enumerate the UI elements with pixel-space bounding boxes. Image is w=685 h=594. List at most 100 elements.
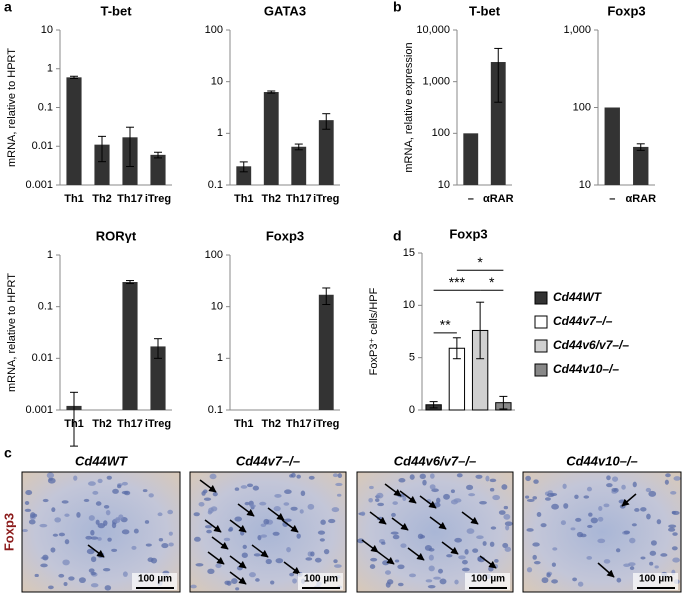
bar [318, 294, 334, 410]
cell [133, 528, 139, 534]
x-tick-label: – [468, 193, 474, 205]
cell [48, 585, 54, 590]
cell [310, 551, 315, 557]
cell [382, 560, 390, 566]
cell [587, 524, 593, 528]
cell [492, 494, 501, 501]
cell [461, 567, 470, 572]
x-tick-label: iTreg [145, 193, 171, 205]
y-tick-label: 10 [41, 24, 53, 36]
cell [270, 580, 275, 585]
cell [193, 536, 201, 542]
cell [671, 546, 678, 551]
cell [629, 537, 636, 544]
cell [547, 490, 553, 494]
arrow [87, 544, 105, 558]
cell [533, 479, 539, 484]
bar [122, 282, 138, 410]
panel-label: d [393, 228, 402, 244]
bar [263, 92, 279, 185]
cell [73, 475, 78, 481]
cell [611, 488, 617, 492]
cell [210, 506, 218, 512]
cell [168, 531, 173, 536]
cell [334, 564, 342, 568]
cell [433, 576, 441, 580]
cell [375, 498, 380, 503]
cell [263, 518, 270, 525]
cell [466, 484, 474, 491]
cell [235, 587, 240, 591]
error-bar [126, 280, 134, 285]
cell [54, 517, 62, 523]
cell [236, 565, 243, 571]
cell [204, 525, 213, 529]
cell [446, 554, 453, 558]
cell [504, 546, 512, 552]
cell [85, 535, 93, 540]
cell [39, 523, 48, 528]
cell [97, 537, 102, 541]
cell [384, 570, 392, 575]
cell [544, 497, 551, 501]
error-bar [494, 47, 503, 103]
arrow [237, 503, 255, 517]
arrow [441, 541, 459, 555]
cell [590, 517, 598, 524]
cell [381, 541, 386, 545]
cell [490, 526, 497, 530]
cell [234, 487, 240, 491]
cell [640, 507, 647, 512]
cell [649, 561, 654, 566]
cell [259, 501, 267, 506]
y-tick-label: 1 [217, 352, 223, 364]
arrow [229, 519, 247, 533]
error-bar [476, 301, 485, 360]
arrow [377, 551, 395, 565]
cell [92, 490, 99, 495]
cell [209, 473, 217, 480]
scale-bar-bg [465, 573, 510, 590]
cell [672, 532, 678, 536]
cell [562, 483, 567, 489]
scale-bar-label: 100 µm [639, 574, 673, 585]
y-tick-label: 10 [579, 179, 591, 191]
chart-title: RORγt [96, 228, 137, 243]
x-tick-label: Th1 [234, 193, 254, 205]
cell [525, 495, 530, 499]
cell [97, 478, 103, 484]
cell [90, 529, 95, 536]
image-frame [21, 471, 181, 593]
cell [76, 512, 81, 518]
cell [646, 513, 651, 520]
cell [673, 476, 681, 481]
cell [645, 487, 652, 493]
scale-bar-label: 100 µm [304, 574, 338, 585]
cell [62, 559, 70, 566]
cell [145, 543, 152, 547]
cell [68, 576, 75, 581]
y-tick-label: 1,000 [422, 76, 450, 88]
y-tick-label: 100 [205, 24, 223, 36]
cell [671, 510, 676, 515]
bar [633, 146, 649, 185]
cell [668, 527, 676, 532]
error-bar [239, 161, 248, 173]
cell [24, 500, 30, 505]
cell [425, 579, 433, 583]
error-bar [154, 338, 162, 359]
cell [503, 505, 509, 510]
y-tick-label: 0.1 [38, 301, 53, 313]
cell [274, 493, 282, 498]
error-bar [452, 337, 461, 360]
cell [58, 573, 65, 578]
error-bar [429, 401, 438, 409]
legend-label: Cd44v6/v7–/– [553, 338, 629, 352]
row-label: Foxp3 [1, 513, 16, 551]
x-tick-label: Th2 [92, 418, 112, 430]
y-tick-label: 100 [205, 249, 223, 261]
cell [570, 527, 576, 531]
micrograph [189, 471, 347, 593]
cell [409, 573, 416, 578]
y-tick-label: 10 [211, 76, 223, 88]
